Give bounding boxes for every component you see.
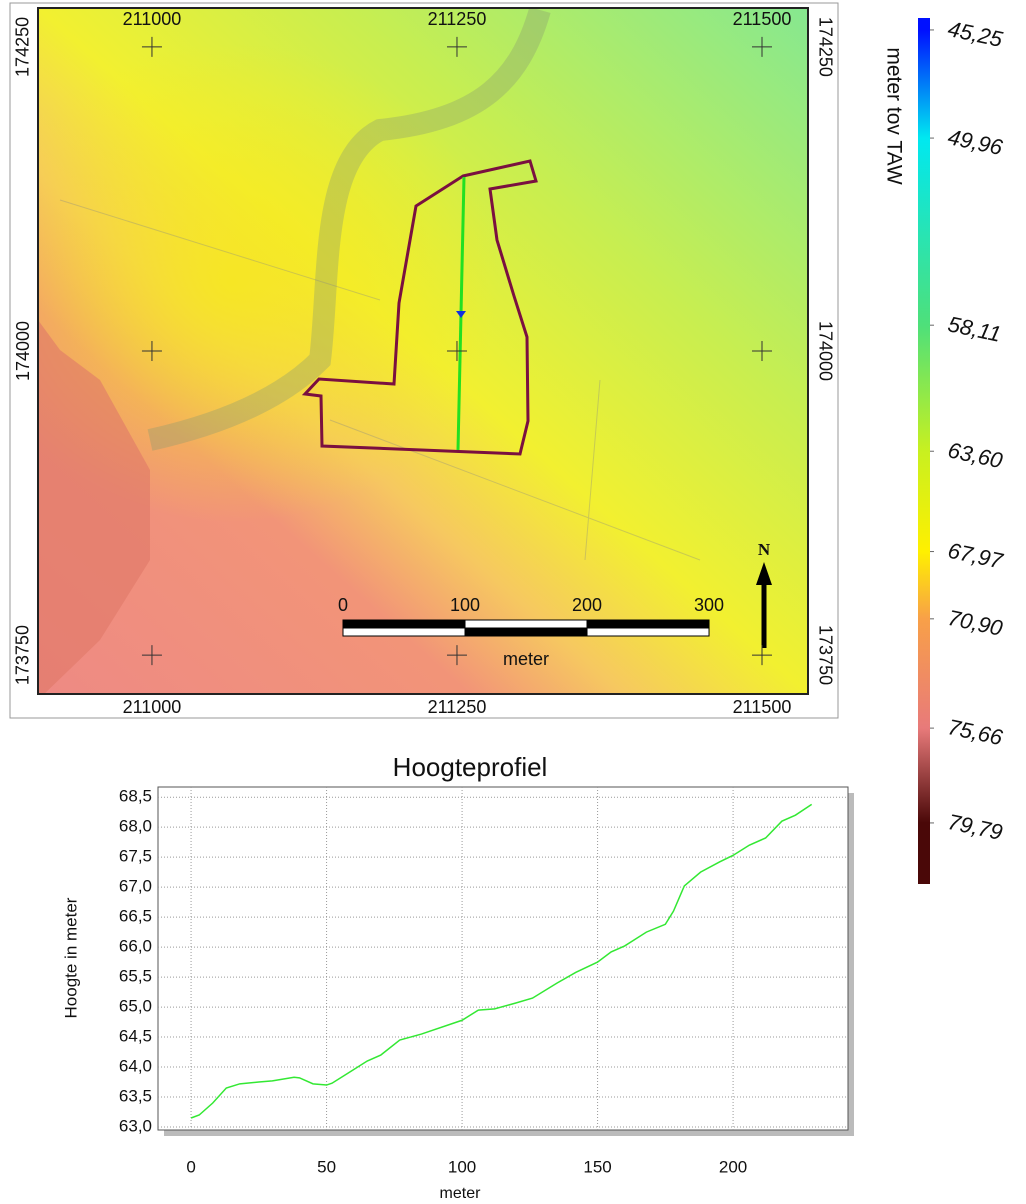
chart-title: Hoogteprofiel xyxy=(393,752,548,782)
colorbar-label: 67,97 xyxy=(946,538,1006,574)
map-y-label-left: 174250 xyxy=(13,17,33,77)
y-tick-label: 65,0 xyxy=(119,997,152,1016)
y-tick-label: 66,0 xyxy=(119,937,152,956)
scalebar-label: 0 xyxy=(338,595,348,615)
map-x-label-bottom: 211250 xyxy=(428,697,487,717)
colorbar-label: 49,96 xyxy=(946,124,1006,160)
y-tick-label: 64,5 xyxy=(119,1027,152,1046)
y-tick-label: 67,5 xyxy=(119,847,152,866)
colorbar-label: 75,66 xyxy=(946,714,1006,750)
y-tick-label: 63,0 xyxy=(119,1116,152,1135)
map-y-label-right: 174250 xyxy=(815,17,835,77)
colorbar-label: 79,79 xyxy=(946,809,1005,845)
x-tick-label: 0 xyxy=(186,1157,195,1176)
scalebar-segment xyxy=(465,620,587,628)
scalebar-segment xyxy=(587,620,709,628)
colorbar-label: 63,60 xyxy=(946,437,1006,473)
scalebar-segment xyxy=(587,628,709,636)
colorbar-label: 70,90 xyxy=(946,605,1006,641)
map-x-label-bottom: 211000 xyxy=(123,697,182,717)
x-axis-label: meter xyxy=(440,1185,482,1202)
map-x-label-bottom: 211500 xyxy=(733,697,792,717)
y-tick-label: 68,0 xyxy=(119,817,152,836)
figure: N 211000 211000 211250 211250 211500 211500 17… xyxy=(0,0,1026,1204)
y-tick-label: 64,0 xyxy=(119,1057,152,1076)
colorbar xyxy=(918,18,930,884)
map-y-label-left: 173750 xyxy=(13,625,33,685)
x-tick-label: 100 xyxy=(448,1157,476,1176)
north-label: N xyxy=(758,540,771,559)
scalebar-label: 300 xyxy=(694,595,724,615)
scalebar-label: 200 xyxy=(572,595,602,615)
colorbar-label: 58,11 xyxy=(946,311,1003,347)
scalebar-unit: meter xyxy=(503,649,549,669)
map-x-label-top: 211250 xyxy=(428,9,487,29)
scalebar-label: 100 xyxy=(450,595,480,615)
colorbar-label: 45,25 xyxy=(946,16,1006,52)
x-tick-label: 50 xyxy=(317,1157,336,1176)
map-area xyxy=(38,8,808,700)
map-x-label-top: 211000 xyxy=(123,9,182,29)
map-y-label-right: 173750 xyxy=(815,625,835,685)
y-tick-label: 63,5 xyxy=(119,1087,152,1106)
map-x-label-top: 211500 xyxy=(733,9,792,29)
y-tick-label: 65,5 xyxy=(119,967,152,986)
y-tick-label: 66,5 xyxy=(119,907,152,926)
plot-area xyxy=(158,787,848,1130)
y-tick-label: 67,0 xyxy=(119,877,152,896)
scalebar-segment xyxy=(465,628,587,636)
colorbar-title: meter tov TAW xyxy=(882,47,905,184)
scalebar-segment xyxy=(343,620,465,628)
x-tick-label: 150 xyxy=(583,1157,611,1176)
y-tick-label: 68,5 xyxy=(119,787,152,806)
map-y-label-left: 174000 xyxy=(13,321,33,381)
map-y-label-right: 174000 xyxy=(815,321,835,381)
scalebar-segment xyxy=(343,628,465,636)
y-axis-label: Hoogte in meter xyxy=(61,897,80,1018)
page: N 211000 211000 211250 211250 211500 211500 17… xyxy=(0,0,1026,1204)
x-tick-label: 200 xyxy=(719,1157,747,1176)
